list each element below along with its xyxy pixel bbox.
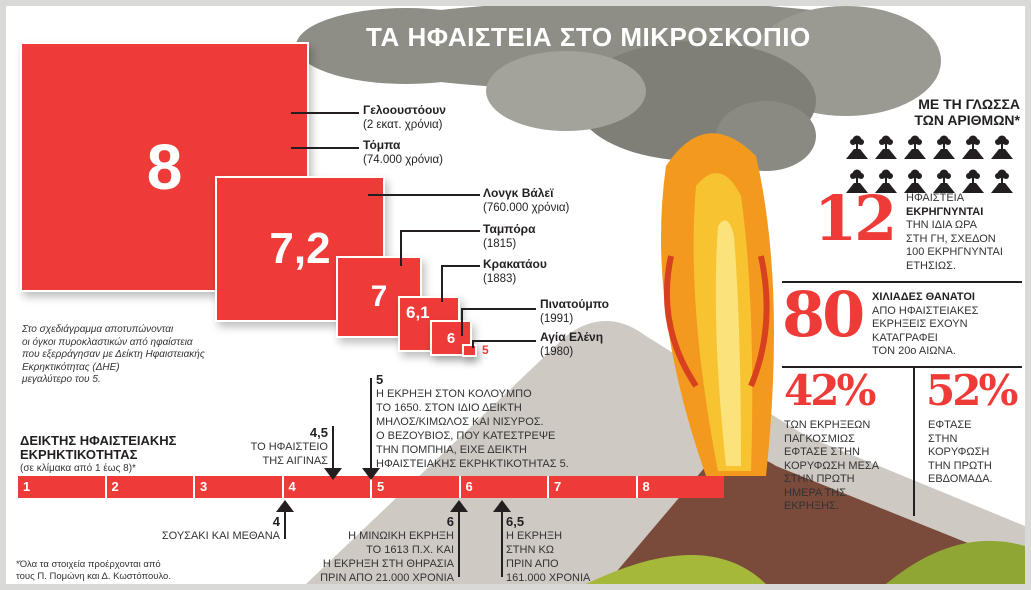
leader-line <box>461 308 463 336</box>
stat-80-value: 80 <box>782 278 865 351</box>
leader-line <box>291 112 359 114</box>
volcano-label: Τόμπα (74.000 χρόνια) <box>363 138 443 166</box>
page-title: ΤΑ ΗΦΑΙΣΤΕΙΑ ΣΤΟ ΜΙΚΡΟΣΚΟΠΙΟ <box>366 22 811 52</box>
volcano-label: Πινατούμπο (1991) <box>540 297 609 325</box>
scale-tick: 4 <box>283 476 372 498</box>
leader-line <box>400 230 480 232</box>
leader-line <box>441 265 480 267</box>
pointer-line <box>501 511 503 577</box>
divider <box>782 281 1022 283</box>
divider <box>782 366 1022 368</box>
volcano-label: Λονγκ Βάλεϊ (760.000 χρόνια) <box>483 186 570 214</box>
erupting-volcano-icon <box>873 168 902 199</box>
stat-52-text: ΕΦΤΑΣΕ ΣΤΗΝ ΚΟΡΥΦΩΣΗ ΤΗΝ ΠΡΩΤΗ ΕΒΔΟΜΑΔΑ. <box>928 419 993 485</box>
grass-right <box>886 540 1025 584</box>
scale-tick: 5 <box>372 476 461 498</box>
scale-tick: 3 <box>195 476 284 498</box>
volcano-illustration <box>296 6 1025 584</box>
pointer-line <box>332 426 334 471</box>
erupting-volcano-icon <box>931 134 960 165</box>
erupting-volcano-icon <box>902 168 931 199</box>
square-5 <box>462 344 477 357</box>
leader-line <box>461 308 536 310</box>
square-value: 6,1 <box>406 303 430 322</box>
stat-52-value: 52% <box>926 366 1018 415</box>
pointer-line <box>284 511 286 539</box>
square-value: 7,2 <box>269 224 331 273</box>
erupting-volcano-icon <box>989 168 1018 199</box>
erupting-volcano-icon <box>844 168 873 199</box>
scale-tick: 2 <box>106 476 195 498</box>
stat-12-text: ΗΦΑΙΣΤΕΙΑ ΕΚΡΗΓΝΥΝΤΑΙ ΤΗΝ ΙΔΙΑ ΩΡΑ ΣΤΗ ΓΗ, … <box>906 192 1003 272</box>
infographic: ΤΑ ΗΦΑΙΣΤΕΙΑ ΣΤΟ ΜΙΚΡΟΣΚΟΠΙΟ 8 7,2 7 6,1… <box>6 6 1025 584</box>
erupting-volcano-icon <box>960 134 989 165</box>
arrow-up-icon <box>450 500 468 512</box>
scale-title: ΔΕΙΚΤΗΣ ΗΦΑΙΣΤΕΙΑΚΗΣ ΕΚΡΗΚΤΙΚΟΤΗΤΑΣ (σε κ… <box>20 433 177 475</box>
square-5-value: 5 <box>482 343 489 357</box>
scale-tick: 6 <box>460 476 549 498</box>
diagram-note: Στο σχεδιάγραμμα αποτυπώνονται οι όγκοι π… <box>22 324 205 385</box>
scale-tick: 7 <box>549 476 638 498</box>
numbers-heading: ΜΕ ΤΗ ΓΛΩΣΣΑ ΤΩΝ ΑΡΙΘΜΩΝ* <box>914 96 1020 128</box>
scale-tick: 1 <box>18 476 107 498</box>
leader-line <box>400 230 402 266</box>
stat-42-text: ΤΩΝ ΕΚΡΗΞΕΩΝ ΠΑΓΚΟΣΜΙΩΣ ΕΦΤΑΣΕ ΣΤΗΝ ΚΟΡΥΦΩΣ… <box>784 419 880 512</box>
pointer-line <box>370 378 372 471</box>
annotation-4: 4 ΣΟΥΣΑΚΙ ΚΑΙ ΜΕΘΑΝΑ <box>161 514 280 543</box>
leader-line <box>368 194 480 196</box>
erupting-volcano-icon <box>844 134 873 165</box>
arrow-down-icon <box>362 468 380 480</box>
leader-line <box>472 340 536 342</box>
annotation-6-5: 6,5 Η ΕΚΡΗΞΗ ΣΤΗΝ ΚΩ ΠΡΙΝ ΑΠΟ 161.000 ΧΡΟΝΙΑ <box>506 514 591 585</box>
square-value: 7 <box>370 280 388 313</box>
volcano-label: Γελοουστόουν (2 εκατ. χρόνια) <box>363 103 446 131</box>
erupting-volcano-icon <box>931 168 960 199</box>
erupting-volcano-icon <box>989 134 1018 165</box>
pointer-line <box>458 511 460 577</box>
stat-42-value: 42% <box>784 366 876 415</box>
leader-line <box>441 265 443 302</box>
explosivity-scale-bar: 1 2 3 4 5 6 7 8 <box>18 476 724 498</box>
arrow-down-icon <box>324 468 342 480</box>
divider-vertical <box>913 368 915 516</box>
erupting-volcano-icon <box>960 168 989 199</box>
volcano-label: Ταμπόρα (1815) <box>483 222 536 250</box>
footnote: *Όλα τα στοιχεία προέρχονται από τους Π. … <box>16 559 171 582</box>
stat-12-value: 12 <box>814 182 897 255</box>
grass <box>586 555 766 584</box>
volcano-label: Αγία Ελένη (1980) <box>540 330 604 358</box>
leader-line <box>472 340 474 348</box>
arrow-up-icon <box>276 500 294 512</box>
scale-tick: 8 <box>637 476 724 498</box>
erupting-volcano-icon <box>873 134 902 165</box>
smoke-cloud <box>296 6 941 171</box>
stat-80-text: ΧΙΛΙΑΔΕΣ ΘΑΝΑΤΟΙ ΑΠΟ ΗΦΑΙΣΤΕΙΑΚΕΣ ΕΚΡΗΞΕΙΣ… <box>872 291 979 357</box>
square-value: 6 <box>446 329 456 347</box>
leader-line <box>291 147 359 149</box>
square-value: 8 <box>146 131 183 203</box>
annotation-4-5: 4,5 ΤΟ ΗΦΑΙΣΤΕΙΟ ΤΗΣ ΑΙΓΙΝΑΣ <box>250 425 328 468</box>
lava-fountain <box>661 133 774 476</box>
arrow-up-icon <box>493 500 511 512</box>
volcano-icon-grid <box>844 134 1024 199</box>
volcano-label: Κρακατάου (1883) <box>483 257 547 285</box>
erupting-volcano-icon <box>902 134 931 165</box>
